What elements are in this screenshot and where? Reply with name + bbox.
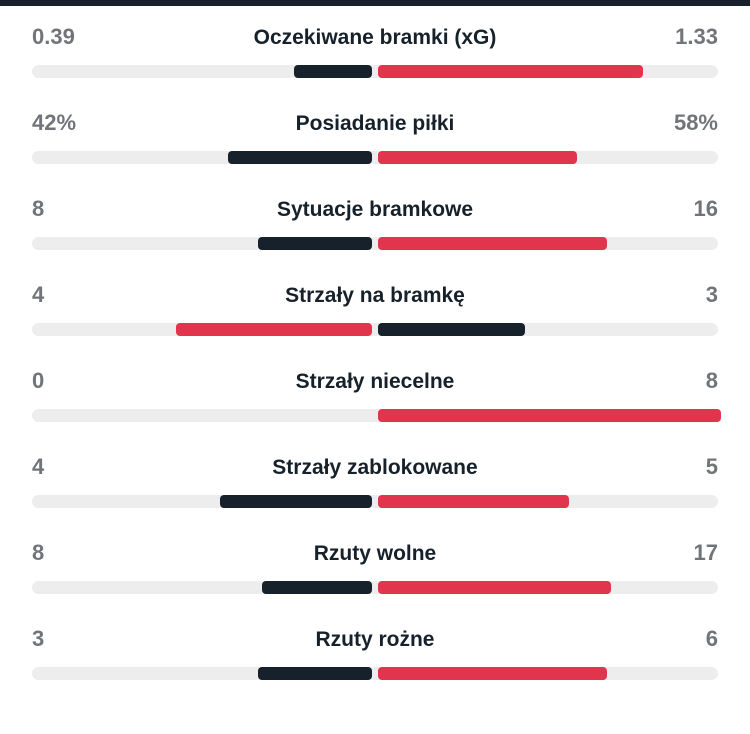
away-value: 8 <box>705 368 718 393</box>
home-value: 4 <box>32 454 45 479</box>
stat-labels: 0.39 Oczekiwane bramki (xG) 1.33 <box>32 22 718 53</box>
away-value: 16 <box>693 196 718 221</box>
away-value: 17 <box>693 540 718 565</box>
stat-labels: 8 Rzuty wolne 17 <box>32 538 718 569</box>
stat-bar <box>32 495 718 508</box>
away-bar-fill <box>378 237 607 250</box>
stat-title: Oczekiwane bramki (xG) <box>253 26 497 49</box>
stat-title: Strzały zablokowane <box>272 456 478 479</box>
stat-labels: 8 Sytuacje bramkowe 16 <box>32 194 718 225</box>
away-bar-fill <box>378 495 569 508</box>
away-bar-fill <box>378 667 607 680</box>
stat-bar <box>32 667 718 680</box>
stat-labels: 42% Posiadanie piłki 58% <box>32 108 718 139</box>
away-value: 5 <box>705 454 718 479</box>
stat-row: 8 Rzuty wolne 17 <box>0 538 750 594</box>
stat-row: 4 Strzały zablokowane 5 <box>0 452 750 508</box>
home-value: 42% <box>32 110 77 135</box>
home-bar-fill <box>227 151 372 164</box>
home-value: 4 <box>32 282 45 307</box>
away-value: 58% <box>673 110 718 135</box>
home-bar-fill <box>219 495 372 508</box>
home-value: 8 <box>32 540 45 565</box>
stat-bar <box>32 409 721 422</box>
top-divider <box>0 0 750 6</box>
stat-labels: 3 Rzuty rożne 6 <box>32 624 718 655</box>
away-value: 6 <box>705 626 718 651</box>
stat-bar <box>32 323 718 336</box>
stat-title: Strzały niecelne <box>295 370 455 393</box>
away-bar-fill <box>378 323 525 336</box>
stat-row: 3 Rzuty rożne 6 <box>0 624 750 680</box>
stat-title: Rzuty rożne <box>315 628 435 651</box>
stat-bar <box>32 65 718 78</box>
stat-title: Sytuacje bramkowe <box>276 198 474 221</box>
stat-row: 4 Strzały na bramkę 3 <box>0 280 750 336</box>
away-value: 1.33 <box>675 24 718 49</box>
home-bar-fill <box>176 323 372 336</box>
home-bar-fill <box>294 65 372 78</box>
stat-labels: 0 Strzały niecelne 8 <box>32 366 718 397</box>
stat-row: 0 Strzały niecelne 8 <box>0 366 750 422</box>
home-bar-fill <box>257 667 372 680</box>
home-value: 0.39 <box>32 24 75 49</box>
away-value: 3 <box>705 282 718 307</box>
stat-row: 42% Posiadanie piłki 58% <box>0 108 750 164</box>
away-bar-fill <box>378 151 577 164</box>
home-value: 0 <box>32 368 45 393</box>
stat-title: Posiadanie piłki <box>295 112 455 135</box>
stat-labels: 4 Strzały na bramkę 3 <box>32 280 718 311</box>
away-bar-fill <box>378 65 644 78</box>
stat-labels: 4 Strzały zablokowane 5 <box>32 452 718 483</box>
stat-title: Rzuty wolne <box>313 542 437 565</box>
stat-title: Strzały na bramkę <box>285 284 465 307</box>
home-value: 8 <box>32 196 45 221</box>
away-bar-fill <box>378 409 721 422</box>
home-value: 3 <box>32 626 45 651</box>
away-bar-fill <box>378 581 612 594</box>
stat-bar <box>32 151 718 164</box>
stat-row: 0.39 Oczekiwane bramki (xG) 1.33 <box>0 22 750 78</box>
stat-bar <box>32 581 718 594</box>
stats-list: 0.39 Oczekiwane bramki (xG) 1.33 42% Posiada… <box>0 6 750 680</box>
home-bar-fill <box>257 237 372 250</box>
home-bar-fill <box>262 581 372 594</box>
stat-row: 8 Sytuacje bramkowe 16 <box>0 194 750 250</box>
stat-bar <box>32 237 718 250</box>
